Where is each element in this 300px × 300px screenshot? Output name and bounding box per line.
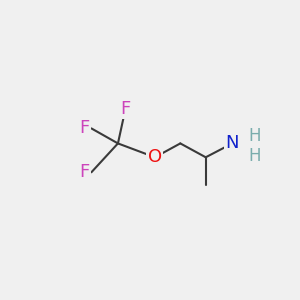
Text: H: H [248, 147, 260, 165]
Text: F: F [79, 119, 90, 137]
Text: F: F [120, 100, 130, 118]
Text: N: N [226, 134, 239, 152]
Text: H: H [248, 128, 260, 146]
Text: F: F [79, 163, 90, 181]
Text: O: O [148, 148, 162, 166]
